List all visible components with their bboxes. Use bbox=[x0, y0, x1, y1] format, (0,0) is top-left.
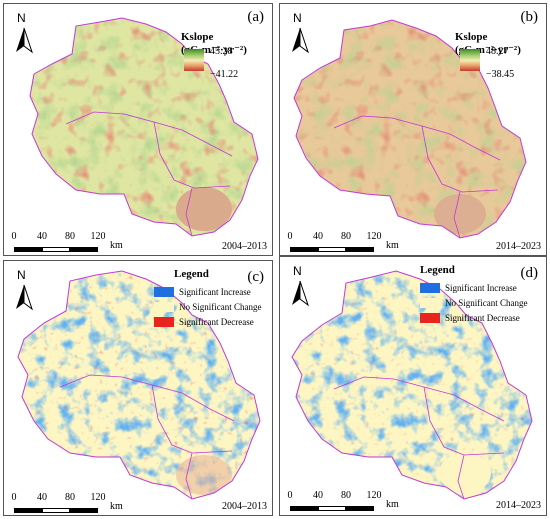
north-label: N bbox=[17, 11, 26, 25]
period-label: 2014–2023 bbox=[496, 500, 541, 511]
panel-label: (c) bbox=[247, 269, 264, 285]
legend-max: 48.27 bbox=[486, 46, 509, 57]
map-panel-a: N (a) Kslope (gC·m⁻²·yr⁻²) 45.28 −41.22 … bbox=[3, 3, 273, 256]
panel-label: (b) bbox=[520, 9, 539, 25]
legend-title: Legend bbox=[174, 268, 209, 280]
period-label: 2004–2013 bbox=[222, 501, 267, 512]
panel-label: (d) bbox=[520, 265, 539, 281]
slope-map-b bbox=[293, 19, 527, 239]
scale-tick: 80 bbox=[65, 492, 75, 503]
north-arrow-icon bbox=[292, 27, 309, 54]
trend-map-d bbox=[291, 270, 533, 500]
north-label: N bbox=[293, 11, 302, 25]
scale-tick: 40 bbox=[37, 231, 47, 242]
scale-bar: 0 40 80 120 km bbox=[288, 490, 408, 512]
category-label: Significant Decrease bbox=[445, 313, 520, 323]
swatch-decrease bbox=[420, 313, 440, 323]
map-panel-c: N (c) Legend Significant Increase No Sig… bbox=[3, 260, 273, 516]
scale-tick: 120 bbox=[90, 231, 106, 242]
legend-min: −38.45 bbox=[486, 69, 515, 80]
map-panel-b: N (b) Kslope (gC·m⁻²·yr⁻²) 48.27 −38.45 … bbox=[279, 3, 547, 256]
scale-tick: 0 bbox=[11, 492, 17, 503]
scale-bar: 0 40 80 120 km bbox=[288, 231, 408, 253]
scale-tick: 120 bbox=[366, 490, 382, 501]
north-arrow: N bbox=[14, 268, 34, 313]
scale-tick: 120 bbox=[90, 492, 106, 503]
panel-label: (a) bbox=[247, 9, 264, 25]
period-label: 2004–2013 bbox=[222, 241, 267, 252]
swatch-no-change bbox=[420, 298, 440, 308]
north-label: N bbox=[293, 264, 302, 278]
slope-map-a bbox=[29, 17, 259, 237]
scale-tick: 0 bbox=[287, 490, 293, 501]
legend-max: 45.28 bbox=[210, 46, 233, 57]
map-panel-d: N (d) Legend Significant Increase No Sig… bbox=[279, 256, 547, 516]
scale-unit: km bbox=[110, 501, 123, 512]
scale-tick: 80 bbox=[341, 231, 351, 242]
north-arrow: N bbox=[14, 11, 34, 56]
scale-unit: km bbox=[386, 240, 399, 251]
scale-tick: 40 bbox=[313, 490, 323, 501]
scale-tick: 80 bbox=[65, 231, 75, 242]
north-arrow-icon bbox=[16, 284, 33, 311]
scale-tick: 40 bbox=[37, 492, 47, 503]
period-label: 2014–2023 bbox=[496, 241, 541, 252]
scale-tick: 0 bbox=[287, 231, 293, 242]
trend-map-c bbox=[17, 270, 261, 500]
legend-title: Legend bbox=[420, 264, 455, 276]
color-ramp bbox=[184, 49, 204, 71]
swatch-increase bbox=[154, 287, 174, 297]
color-ramp bbox=[460, 49, 480, 71]
north-arrow-icon bbox=[16, 27, 33, 54]
swatch-increase bbox=[420, 283, 440, 293]
scale-bar: 0 40 80 120 km bbox=[12, 231, 132, 253]
scale-unit: km bbox=[110, 240, 123, 251]
north-arrow-icon bbox=[292, 280, 309, 307]
category-label: No Significant Change bbox=[179, 302, 262, 312]
scale-unit: km bbox=[386, 499, 399, 510]
legend-min: −41.22 bbox=[210, 69, 239, 80]
category-label: No Significant Change bbox=[445, 298, 528, 308]
scale-tick: 120 bbox=[366, 231, 382, 242]
category-label: Significant Decrease bbox=[179, 317, 254, 327]
category-label: Significant Increase bbox=[445, 283, 517, 293]
north-arrow: N bbox=[290, 264, 310, 309]
scale-tick: 40 bbox=[313, 231, 323, 242]
category-label: Significant Increase bbox=[179, 287, 251, 297]
scale-tick: 80 bbox=[341, 490, 351, 501]
swatch-no-change bbox=[154, 302, 174, 312]
north-label: N bbox=[17, 268, 26, 282]
scale-bar: 0 40 80 120 km bbox=[12, 492, 132, 514]
swatch-decrease bbox=[154, 317, 174, 327]
scale-tick: 0 bbox=[11, 231, 17, 242]
north-arrow: N bbox=[290, 11, 310, 56]
